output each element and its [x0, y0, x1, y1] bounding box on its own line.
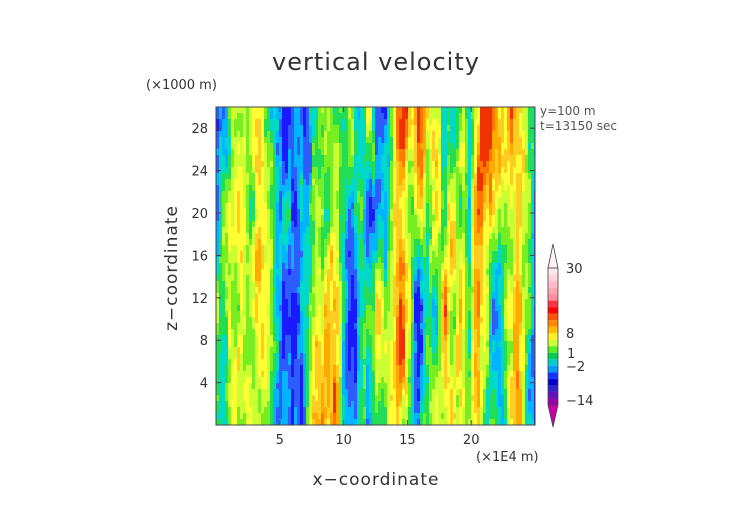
plot-frame: [215, 106, 536, 426]
chart-title: vertical velocity: [272, 48, 480, 76]
colorbar-segment: [548, 326, 558, 334]
annotation-block: y=100 m t=13150 sec: [540, 104, 617, 134]
colorbar-segment: [548, 333, 558, 340]
annotation-t: t=13150 sec: [540, 119, 617, 133]
colorbar-segment: [548, 346, 558, 353]
y-unit-label: (×1000 m): [146, 78, 217, 93]
annotation-y: y=100 m: [540, 104, 596, 118]
colorbar-tick-label: 1: [567, 347, 576, 362]
colorbar-tick-label: 8: [566, 327, 575, 342]
colorbar-segment: [548, 339, 558, 347]
colorbar-segment: [548, 372, 558, 379]
colorbar-segment: [548, 268, 558, 275]
y-tick-label: 16: [191, 249, 208, 264]
colorbar-tick-label: 30: [566, 262, 583, 277]
y-tick-label: 20: [191, 207, 208, 222]
colorbar-bottom-arrow: [547, 404, 559, 428]
colorbar-segment: [548, 274, 558, 282]
colorbar-segment: [548, 378, 558, 386]
colorbar-segment: [548, 359, 558, 366]
colorbar-segment: [548, 281, 558, 288]
y-tick-label: 12: [191, 292, 208, 307]
colorbar-segment: [548, 391, 558, 399]
colorbar-segment: [548, 307, 558, 314]
colorbar-segment: [548, 294, 558, 301]
colorbar-segment: [548, 365, 558, 373]
colorbar-segment: [548, 320, 558, 327]
y-tick-label: 24: [191, 165, 208, 180]
y-tick-label: 4: [200, 377, 208, 392]
x-tick-label: 15: [399, 433, 416, 448]
colorbar-segment: [548, 385, 558, 392]
colorbar-segment: [548, 313, 558, 321]
x-unit-label: (×1E4 m): [476, 450, 539, 465]
colorbar-segment: [548, 300, 558, 308]
colorbar-tick-label: −2: [566, 360, 586, 375]
colorbar-top-arrow: [547, 243, 559, 269]
x-tick-label: 10: [335, 433, 352, 448]
heatmap-field: [216, 107, 535, 425]
x-tick-label: 5: [276, 433, 284, 448]
x-axis-label: x−coordinate: [312, 470, 440, 490]
colorbar-segment: [548, 398, 558, 405]
colorbar-segment: [548, 287, 558, 295]
colorbar-segment: [548, 352, 558, 360]
y-tick-label: 8: [200, 334, 208, 349]
colorbar-tick-label: −14: [566, 394, 594, 409]
x-tick-label: 20: [463, 433, 480, 448]
y-axis-label: z−coordinate: [162, 205, 182, 331]
y-tick-label: 28: [191, 122, 208, 137]
